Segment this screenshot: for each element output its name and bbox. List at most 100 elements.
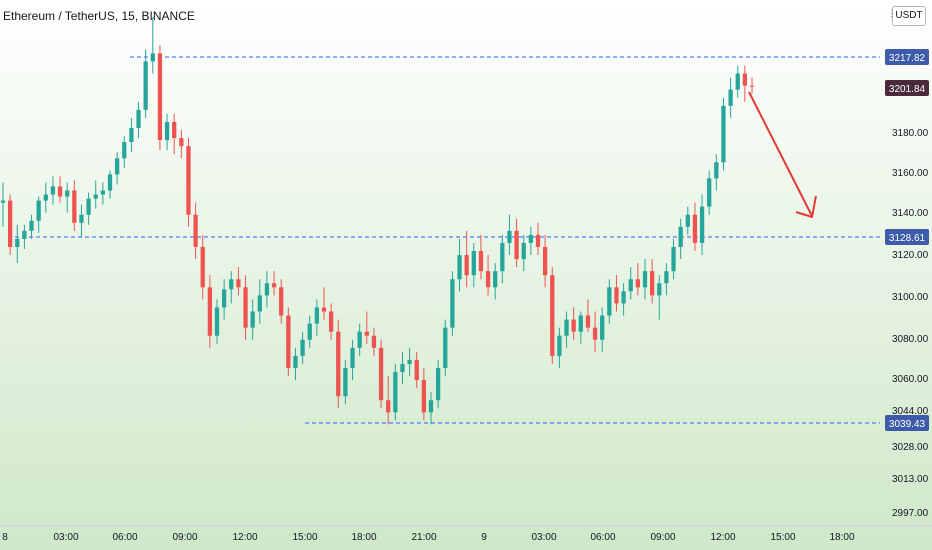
candle-body	[114, 158, 120, 175]
candle-body	[293, 355, 298, 368]
candle-body	[642, 271, 648, 288]
current-price-box	[885, 80, 929, 96]
candle-body	[671, 246, 676, 272]
candle-body	[236, 279, 241, 288]
candle-body	[7, 200, 13, 247]
candle-body	[100, 190, 106, 195]
candle-body	[635, 279, 641, 288]
candle-body	[15, 238, 20, 247]
candle-body	[179, 138, 184, 147]
candle-body	[528, 234, 534, 243]
candle-body	[471, 251, 476, 276]
candle-body	[435, 367, 441, 401]
candle-body	[592, 327, 598, 340]
candle-body	[172, 121, 177, 139]
candle-body	[621, 291, 626, 304]
candle-body	[36, 200, 41, 221]
y-tick-label: 3080.00	[892, 334, 929, 345]
y-tick-label: 3013.00	[892, 474, 929, 485]
forecast-arrow	[748, 91, 817, 218]
y-tick-label: 3028.00	[892, 442, 929, 453]
candle-body	[450, 279, 455, 328]
y-tick-label: 3100.00	[892, 292, 929, 303]
level-label-text: 3039.43	[889, 419, 926, 430]
candle-body	[164, 121, 170, 141]
candle-body	[286, 315, 291, 368]
candle-body	[257, 295, 262, 312]
candle-body	[407, 359, 412, 364]
candle-body	[607, 287, 612, 316]
candle-body	[692, 214, 698, 243]
candle-body	[478, 251, 484, 272]
arrow-head	[795, 195, 817, 218]
candle-body	[707, 178, 712, 207]
candle-body	[457, 255, 462, 280]
candle-body	[571, 319, 576, 332]
candle-body	[264, 283, 270, 296]
candle-body	[371, 335, 377, 348]
x-tick-label: 18:00	[829, 532, 854, 543]
candle-body	[129, 127, 134, 143]
level-label-text: 3128.61	[889, 233, 926, 244]
arrow-shaft	[748, 91, 813, 217]
candle-body	[443, 327, 448, 368]
level-labels: 3217.82 3128.61 3039.43 3201.84	[885, 49, 929, 431]
candle-body	[735, 73, 740, 90]
candle-body	[93, 194, 98, 199]
candle-body	[50, 186, 56, 195]
candle-body	[350, 347, 355, 368]
x-tick-label: 15:00	[770, 532, 795, 543]
level-label-box	[885, 229, 929, 245]
y-tick-label: 2997.00	[892, 508, 929, 519]
currency-label: USDT	[895, 10, 923, 21]
candle-body	[29, 220, 34, 231]
candle-body	[307, 323, 312, 340]
candle-body	[557, 335, 562, 356]
candle-body	[550, 275, 555, 356]
level-label-text: 3217.82	[889, 53, 926, 64]
candle-body	[600, 315, 605, 340]
candle-body	[414, 359, 419, 381]
candle-body	[336, 331, 341, 397]
x-tick-label: 9	[481, 532, 487, 543]
candle-body	[364, 331, 369, 336]
candle-body	[107, 174, 113, 191]
candle-body	[321, 307, 327, 312]
candle-body	[122, 142, 127, 159]
x-tick-label: 12:00	[232, 532, 257, 543]
y-tick-label: 3120.00	[892, 250, 929, 261]
candle-body	[57, 186, 63, 197]
x-tick-label: 06:00	[590, 532, 615, 543]
level-label-box	[885, 415, 929, 431]
candle-body	[186, 146, 191, 215]
candle-body	[243, 287, 248, 328]
candle-body	[664, 271, 669, 284]
candle-body	[721, 105, 726, 163]
x-tick-label: 03:00	[53, 532, 78, 543]
horizontal-levels	[15, 56, 880, 424]
candle-body	[507, 230, 512, 243]
time-axis[interactable]: 8 03:00 06:00 09:00 12:00 15:00 18:00 21:00 9 03:…	[0, 525, 932, 543]
current-price-text: 3201.84	[889, 84, 926, 95]
candle-body	[485, 271, 491, 288]
candle-body	[343, 367, 348, 397]
symbol-title: Ethereum / TetherUS, 15, BINANCE	[3, 9, 195, 23]
candle-body	[314, 307, 320, 324]
candle-body	[585, 315, 591, 328]
candle-body	[657, 283, 662, 296]
price-axis[interactable]: 3180.00 3160.00 3140.00 3120.00 3100.00 3080.…	[892, 128, 929, 519]
candle-body	[79, 214, 84, 223]
candle-body	[150, 53, 155, 62]
candle-body	[685, 214, 690, 227]
y-tick-label: 3140.00	[892, 208, 929, 219]
candle-body	[279, 287, 284, 316]
currency-button[interactable]: ⋮ USDT	[887, 6, 926, 26]
candle-body	[535, 234, 541, 247]
candle-body	[157, 53, 163, 141]
candle-body	[493, 271, 498, 288]
more-dots-icon: ⋮	[887, 8, 896, 18]
candle-body	[564, 319, 569, 336]
candle-body	[250, 311, 255, 328]
